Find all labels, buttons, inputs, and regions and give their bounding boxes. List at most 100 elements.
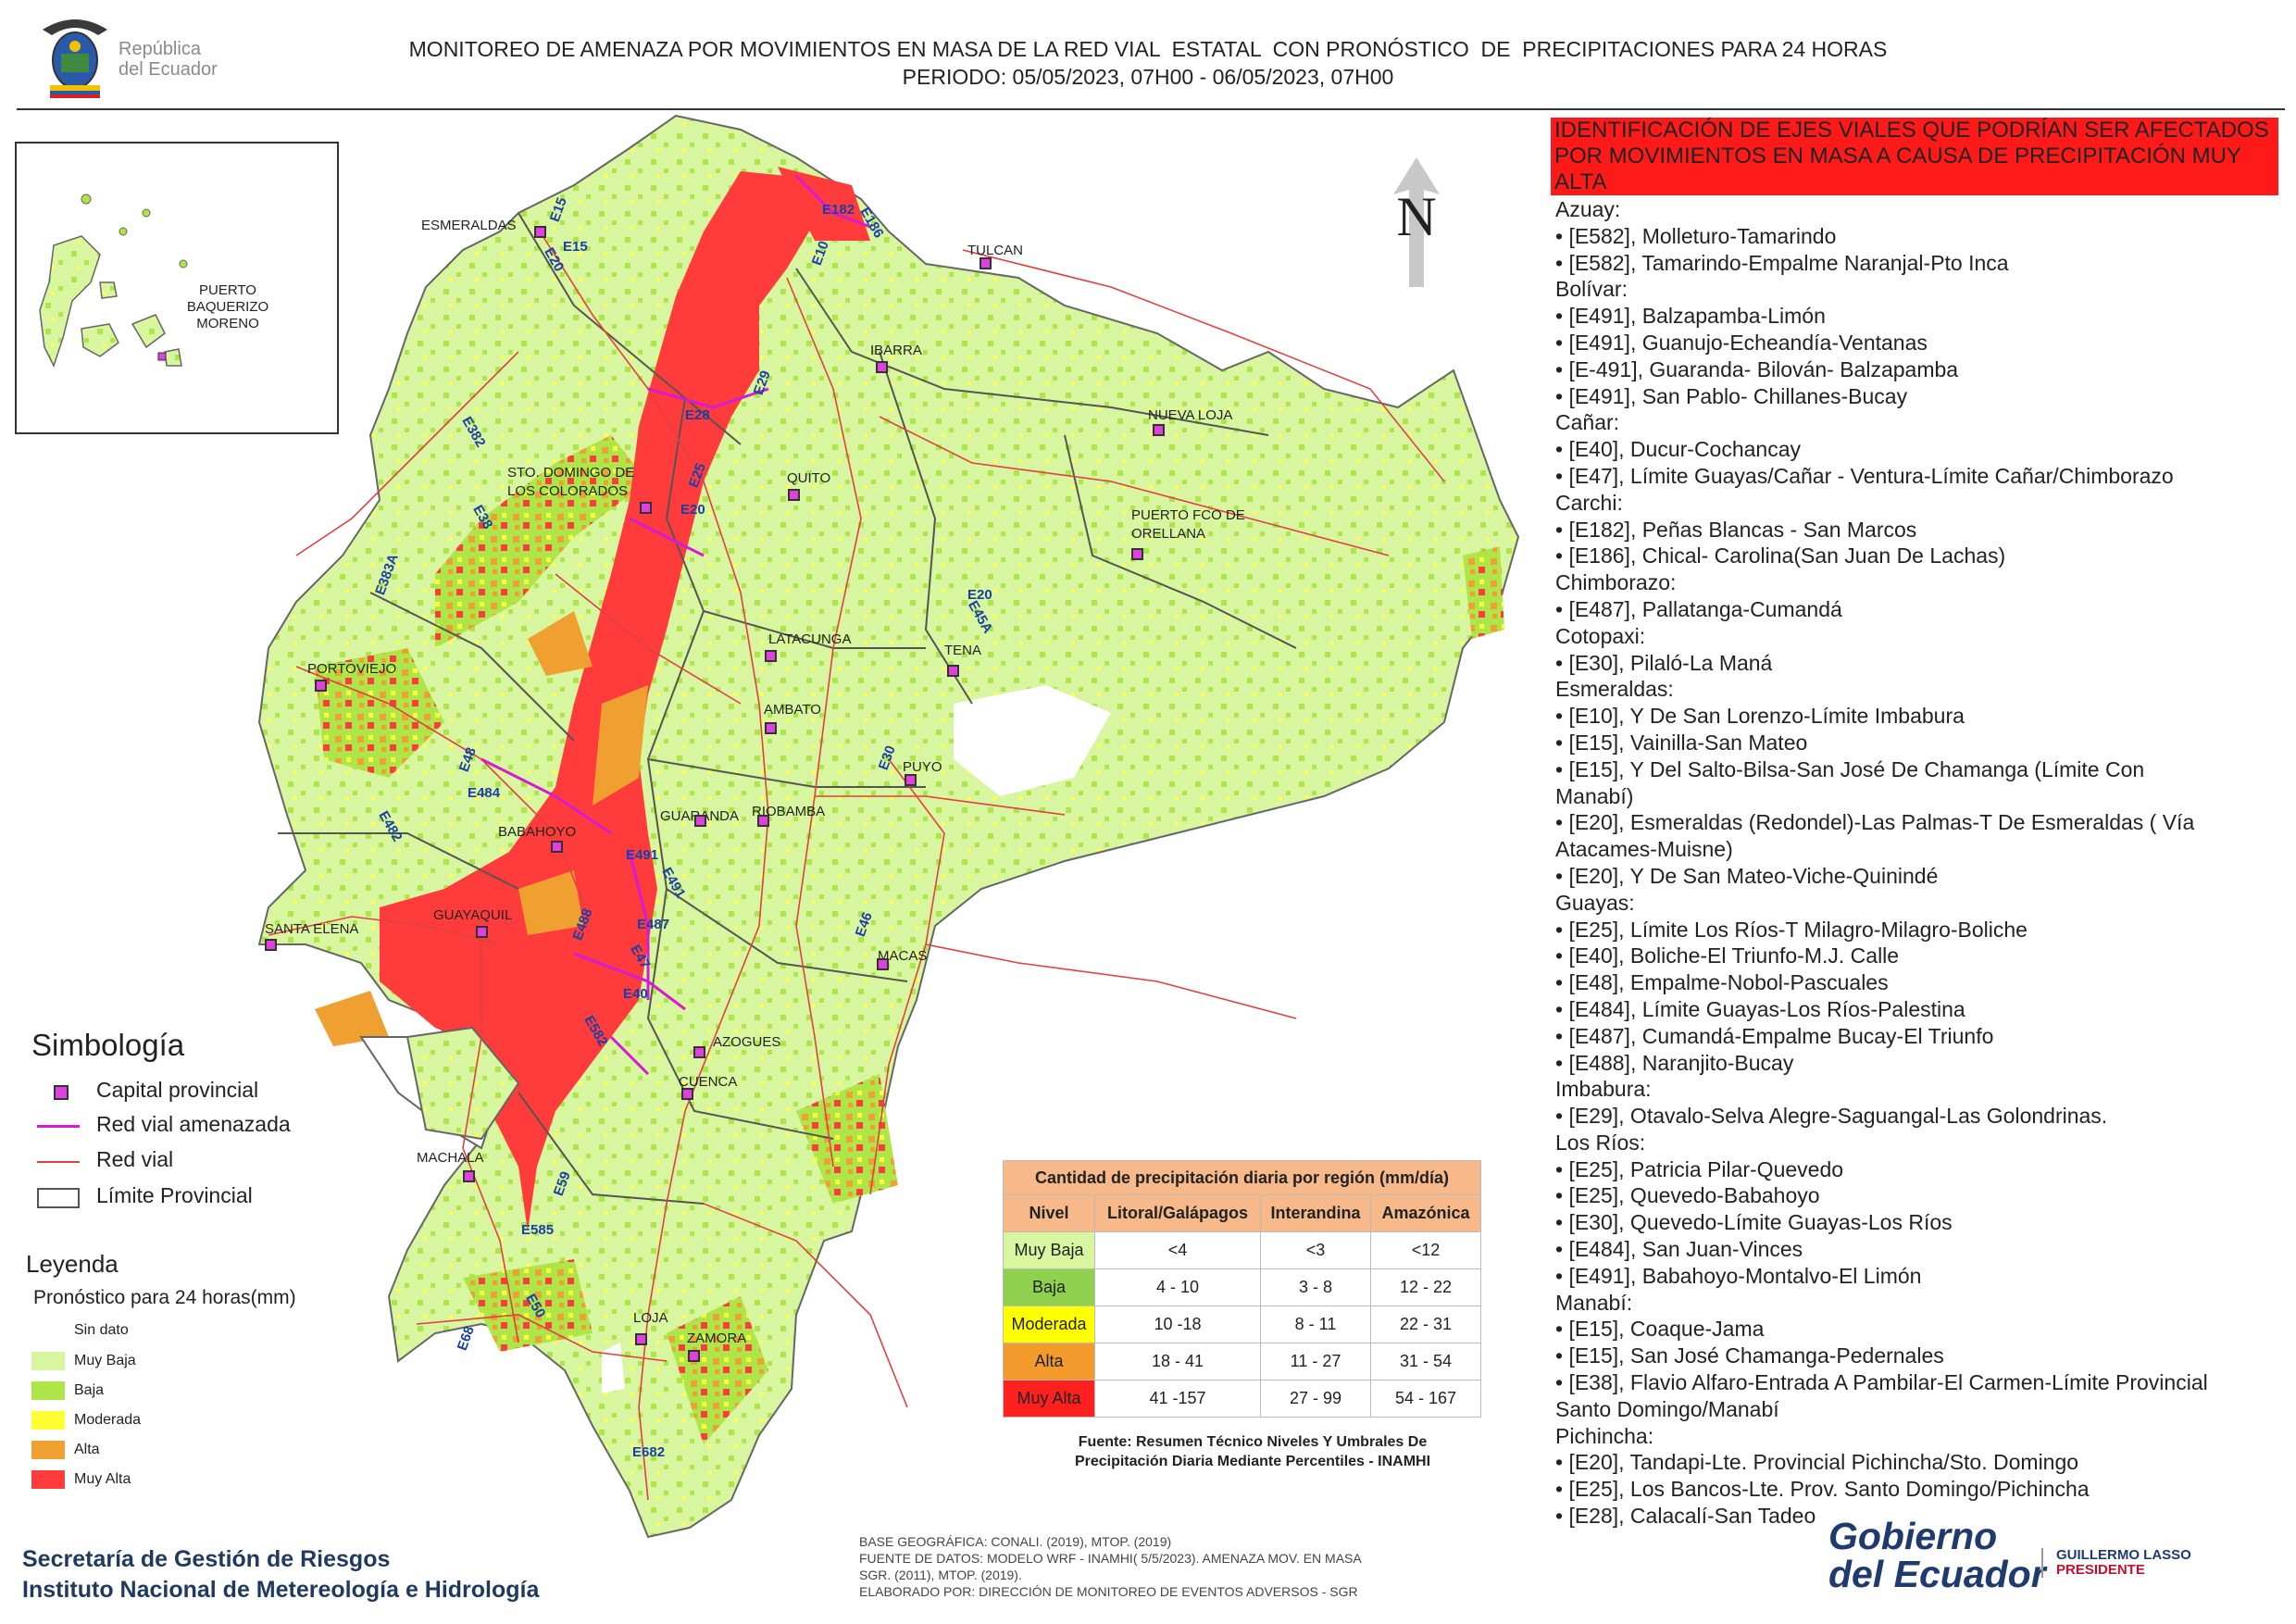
hazard-province-heading: Imbabura:: [1555, 1077, 1652, 1102]
hazard-road-item: • [E15], Coaque-Jama: [1555, 1317, 1765, 1342]
level-cell: Baja: [1003, 1268, 1095, 1306]
capital-marker-icon: [1153, 424, 1165, 436]
capital-marker-icon: [876, 361, 888, 373]
capital-marker-icon: [1131, 548, 1143, 560]
value-cell: 31 - 54: [1370, 1343, 1481, 1380]
hazard-road-list: Azuay: • [E582], Molleturo-Tamarindo • [E5…: [1555, 196, 2287, 1530]
hazard-road-item: • [E582], Tamarindo-Empalme Naranjal-Pto…: [1555, 250, 2009, 275]
city-label: MACAS: [878, 948, 928, 964]
hazard-road-item: • [E-491], Guaranda- Bilován- Balzapamba: [1555, 356, 1959, 381]
coat-of-arms-icon: [43, 19, 107, 98]
hazard-province-heading: Guayas:: [1555, 890, 1635, 915]
table-header: Nivel: [1003, 1194, 1095, 1232]
city-label: BABAHOYO: [498, 824, 577, 840]
hazard-road-item: • [E15], Y Del Salto-Bilsa-San José De C…: [1555, 756, 2145, 781]
hazard-province-heading: Pichincha:: [1555, 1423, 1654, 1448]
city-label: PORTOVIEJO: [307, 661, 397, 677]
capital-marker-icon: [315, 680, 327, 692]
city-label: MACHALA: [417, 1150, 484, 1166]
footer-credits: BASE GEOGRÁFICA: CONALI. (2019), MTOP. (…: [859, 1534, 1362, 1599]
value-cell: <3: [1260, 1231, 1371, 1269]
city-label: ORELLANA: [1131, 526, 1206, 542]
legend-muy-alta: Muy Alta: [31, 1469, 131, 1490]
hazard-road-item: • [E30], Pilaló-La Maná: [1555, 650, 1773, 675]
capital-marker-icon: [765, 650, 777, 662]
city-label: ESMERALDAS: [421, 218, 517, 233]
capital-marker-icon: [693, 1046, 705, 1058]
city-label: ZAMORA: [687, 1330, 747, 1346]
capital-marker-icon: [37, 1082, 80, 1101]
road-label: E40: [623, 986, 648, 1002]
hazard-road-item: • [E15], Vainilla-San Mateo: [1555, 730, 1808, 755]
legend-baja: Baja: [31, 1380, 104, 1401]
galapagos-islands: [39, 194, 188, 368]
inset-city-label: PUERTO BAQUERIZO MORENO: [186, 282, 269, 331]
city-label: IBARRA: [870, 343, 922, 358]
hazard-road-item: • [E186], Chical- Carolina(San Juan De L…: [1555, 543, 2006, 568]
legend-boundary: Límite Provincial: [37, 1181, 253, 1209]
level-cell: Moderada: [1003, 1305, 1095, 1343]
city-label: LATACUNGA: [768, 631, 852, 647]
legend-road: Red vial: [37, 1145, 173, 1173]
hazard-road-item: • [E15], San José Chamanga-Pedernales: [1555, 1343, 1944, 1368]
city-label: STO. DOMINGO DE: [507, 465, 635, 481]
hazard-road-item: • [E20], Esmeraldas (Redondel)-Las Palma…: [1555, 810, 2195, 835]
hazard-road-item: • [E47], Límite Guayas/Cañar - Ventura-L…: [1555, 463, 2174, 488]
hazard-road-item: • [E10], Y De San Lorenzo-Límite Imbabur…: [1555, 704, 1965, 729]
hazard-road-item: • [E182], Peñas Blancas - San Marcos: [1555, 517, 1917, 542]
gobierno-logo: Gobierno del Ecuador: [1828, 1515, 2046, 1595]
level-cell: Muy Alta: [1003, 1380, 1095, 1418]
legend-alta: Alta: [31, 1440, 100, 1460]
table-header: Litoral/Galápagos: [1094, 1194, 1261, 1232]
value-cell: 4 - 10: [1094, 1268, 1261, 1306]
hazard-road-item: • [E25], Patricia Pilar-Quevedo: [1555, 1156, 1844, 1181]
hazard-road-item: • [E25], Quevedo-Babahoyo: [1555, 1183, 1820, 1208]
city-label: TULCAN: [967, 243, 1024, 258]
hazard-province-heading: Santo Domingo/Manabí: [1555, 1396, 1779, 1421]
value-cell: 10 -18: [1094, 1305, 1261, 1343]
capital-marker-icon: [877, 958, 889, 970]
logo-text: República del Ecuador: [119, 39, 218, 80]
hazard-province-heading: Cotopaxi:: [1555, 623, 1646, 648]
hazard-province-heading: Chimborazo:: [1555, 570, 1677, 595]
value-cell: <4: [1094, 1231, 1261, 1269]
threatened-road-line-icon: [37, 1117, 80, 1135]
hazard-road-item: • [E582], Molleturo-Tamarindo: [1555, 223, 1837, 248]
hazard-road-item: • [E491], Babahoyo-Montalvo-El Limón: [1555, 1263, 1922, 1288]
legend-moderada: Moderada: [31, 1410, 141, 1430]
capital-marker-icon: [463, 1170, 475, 1182]
value-cell: 27 - 99: [1260, 1380, 1371, 1418]
city-label: TENA: [944, 643, 982, 658]
city-label: CUENCA: [679, 1074, 738, 1090]
level-cell: Muy Baja: [1003, 1231, 1095, 1269]
capital-marker-icon: [551, 841, 563, 853]
capital-marker-icon: [688, 1350, 700, 1362]
value-cell: 41 -157: [1094, 1380, 1261, 1418]
hazard-road-item: • [E40], Boliche-El Triunfo-M.J. Calle: [1555, 943, 1900, 968]
road-label: E28: [685, 407, 710, 423]
capital-marker-icon: [788, 489, 800, 501]
city-label: AMBATO: [764, 702, 821, 718]
city-label: GUAYAQUIL: [433, 907, 513, 923]
legend-sin-dato: Sin dato: [74, 1322, 129, 1338]
hazard-province-heading: Esmeraldas:: [1555, 677, 1674, 702]
table-row: Moderada 10 -18 8 - 11 22 - 31: [1003, 1305, 1481, 1343]
value-cell: <12: [1370, 1231, 1481, 1269]
table-row: Alta 18 - 41 11 - 27 31 - 54: [1003, 1343, 1481, 1380]
hazard-road-item: • [E20], Y De San Mateo-Viche-Quinindé: [1555, 863, 1939, 888]
table-row: Baja 4 - 10 3 - 8 12 - 22: [1003, 1268, 1481, 1306]
city-label: PUYO: [903, 759, 942, 775]
hazard-road-item: • [E30], Quevedo-Límite Guayas-Los Ríos: [1555, 1210, 1953, 1235]
value-cell: 18 - 41: [1094, 1343, 1261, 1380]
footer-organizations: Secretaría de Gestión de Riesgos Institu…: [22, 1546, 540, 1603]
simbologia-title: Simbología: [31, 1028, 185, 1062]
level-cell: Alta: [1003, 1343, 1095, 1380]
city-label: SANTA ELENA: [265, 921, 359, 937]
value-cell: 3 - 8: [1260, 1268, 1371, 1306]
value-cell: 11 - 27: [1260, 1343, 1371, 1380]
capital-marker-icon: [947, 665, 959, 677]
value-cell: 22 - 31: [1370, 1305, 1481, 1343]
road-label: E491: [626, 847, 659, 863]
hazard-province-heading: Cañar:: [1555, 410, 1620, 435]
